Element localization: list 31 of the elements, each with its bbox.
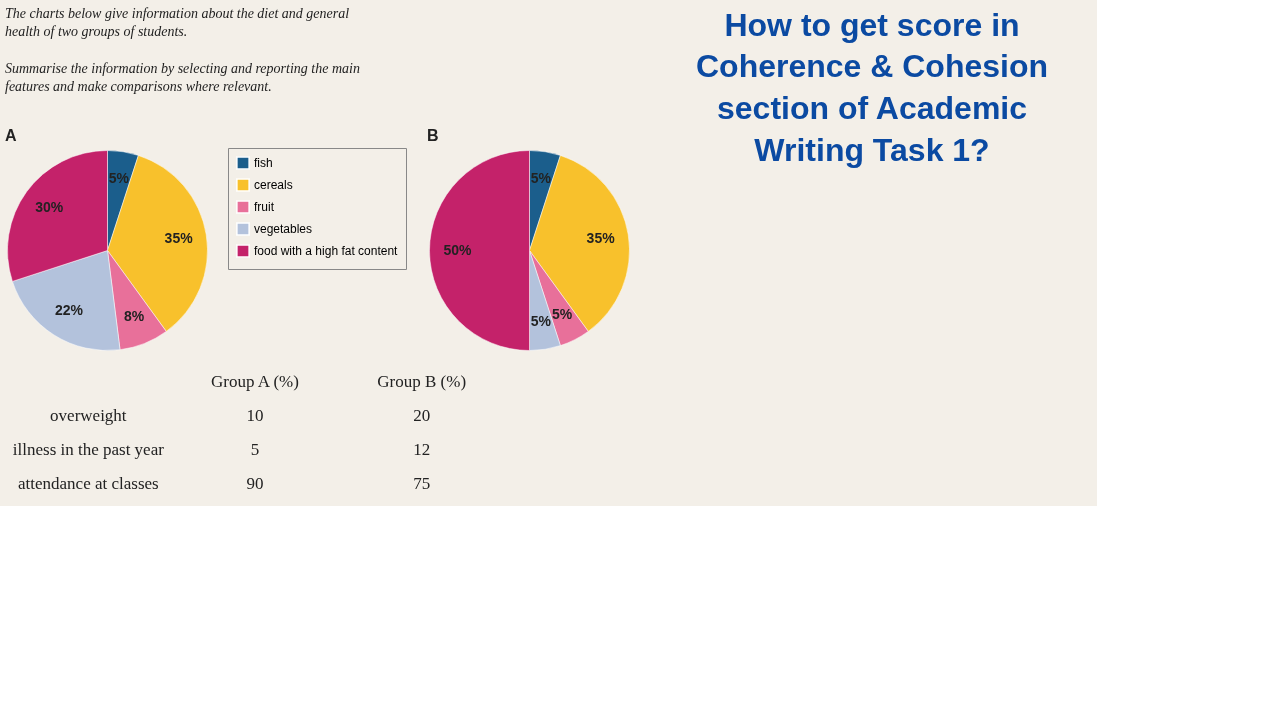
data-label: 5% [552, 305, 573, 322]
category-label: attendance at classes [18, 474, 159, 493]
legend-label: cereals [254, 178, 293, 192]
data-label: 8% [123, 308, 145, 325]
data-label: 35% [586, 230, 616, 247]
data-label: 5% [530, 170, 552, 187]
data-label: 90 [246, 474, 264, 493]
chart-title: B [427, 127, 439, 144]
data-label: 75 [413, 474, 431, 493]
data-label: 30% [35, 199, 64, 216]
chart-title: A [5, 126, 17, 144]
category-label: overweight [50, 406, 127, 425]
data-label: 20 [413, 406, 431, 425]
data-label: 22% [54, 302, 84, 319]
data-label: 5 [250, 440, 260, 459]
text: The charts below give information about the diet and general health of two groups of students. [5, 6, 350, 40]
data-label: 50% [443, 241, 473, 258]
text: Group A (%) [211, 372, 299, 391]
legend-label: vegetables [254, 222, 313, 236]
data-label: 35% [164, 230, 194, 247]
data-label: 5% [108, 170, 130, 187]
data-label: 10 [246, 406, 264, 425]
legend-label: fruit [254, 200, 275, 214]
legend-label: fish [254, 156, 273, 170]
data-label: 12 [413, 440, 431, 459]
text: Group B (%) [377, 372, 467, 391]
legend-label: food with a high fat content [254, 244, 399, 258]
data-label: 5% [530, 312, 552, 329]
category-label: illness in the past year [12, 440, 165, 459]
text: Summarise the information by selecting and reporting the main features and make comparisons where relevant. [5, 60, 360, 94]
text: How to get score in Coherence & Cohesion section of Academic Writing Task 1? [695, 6, 1049, 168]
